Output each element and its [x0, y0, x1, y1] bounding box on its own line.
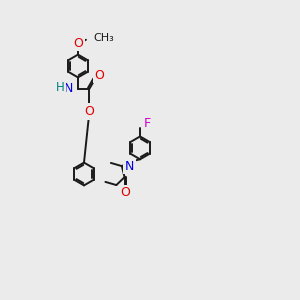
Text: O: O — [73, 37, 83, 50]
Text: N: N — [64, 82, 74, 95]
Text: F: F — [144, 118, 151, 130]
Text: N: N — [125, 160, 134, 172]
Text: CH₃: CH₃ — [94, 33, 114, 43]
Text: O: O — [95, 69, 104, 82]
Text: O: O — [121, 186, 130, 199]
Text: O: O — [85, 105, 94, 118]
Text: H: H — [56, 81, 64, 94]
